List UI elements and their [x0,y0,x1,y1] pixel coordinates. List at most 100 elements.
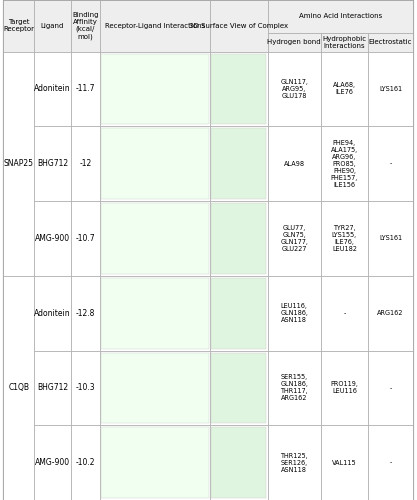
FancyBboxPatch shape [321,425,368,500]
Text: AMG-900: AMG-900 [35,458,70,467]
FancyBboxPatch shape [210,0,268,52]
FancyBboxPatch shape [368,425,413,500]
Text: LYS161: LYS161 [379,86,402,92]
FancyBboxPatch shape [210,201,268,276]
Text: 3D Surface View of Complex: 3D Surface View of Complex [189,22,289,28]
FancyBboxPatch shape [100,276,210,350]
FancyBboxPatch shape [34,201,71,276]
FancyBboxPatch shape [100,126,210,201]
FancyBboxPatch shape [101,203,209,274]
FancyBboxPatch shape [368,201,413,276]
FancyBboxPatch shape [34,52,71,126]
Text: -12: -12 [79,159,91,168]
FancyBboxPatch shape [210,350,268,425]
FancyBboxPatch shape [3,0,34,52]
Text: GLU77,
GLN75,
GLN177,
GLU227: GLU77, GLN75, GLN177, GLU227 [280,225,308,252]
Text: C1QB: C1QB [8,384,29,392]
Text: Receptor-Ligand Interactions: Receptor-Ligand Interactions [105,22,205,28]
FancyBboxPatch shape [368,276,413,350]
Text: SER155,
GLN186,
THR117,
ARG162: SER155, GLN186, THR117, ARG162 [280,374,308,402]
FancyBboxPatch shape [211,352,266,423]
FancyBboxPatch shape [101,427,209,498]
Text: ARG162: ARG162 [377,310,404,316]
FancyBboxPatch shape [368,32,413,52]
FancyBboxPatch shape [3,0,413,500]
Text: PHE94,
ALA175,
ARG96,
PRO85,
PHE90,
PHE157,
ILE156: PHE94, ALA175, ARG96, PRO85, PHE90, PHE1… [331,140,358,188]
FancyBboxPatch shape [100,201,210,276]
Text: ALA98: ALA98 [284,160,305,166]
FancyBboxPatch shape [268,276,321,350]
FancyBboxPatch shape [71,350,100,425]
Text: PRO119,
LEU116: PRO119, LEU116 [330,382,358,394]
FancyBboxPatch shape [268,425,321,500]
FancyBboxPatch shape [210,425,268,500]
Text: BHG712: BHG712 [37,159,68,168]
FancyBboxPatch shape [34,0,71,52]
FancyBboxPatch shape [101,54,209,124]
Text: AMG-900: AMG-900 [35,234,70,243]
FancyBboxPatch shape [321,201,368,276]
FancyBboxPatch shape [210,276,268,350]
Text: LYS161: LYS161 [379,236,402,242]
FancyBboxPatch shape [321,52,368,126]
Text: Hydrophobic
Interactions: Hydrophobic Interactions [322,36,367,49]
FancyBboxPatch shape [268,32,321,52]
Text: VAL115: VAL115 [332,460,357,466]
FancyBboxPatch shape [268,52,321,126]
Text: Electrostatic: Electrostatic [369,39,412,45]
FancyBboxPatch shape [210,126,268,201]
FancyBboxPatch shape [100,425,210,500]
Text: ALA68,
ILE76: ALA68, ILE76 [333,82,356,96]
FancyBboxPatch shape [34,276,71,350]
FancyBboxPatch shape [211,427,266,498]
FancyBboxPatch shape [71,126,100,201]
FancyBboxPatch shape [368,52,413,126]
Text: THR125,
SER126,
ASN118: THR125, SER126, ASN118 [280,452,308,472]
Text: -: - [389,385,392,391]
Text: Hydrogen bond: Hydrogen bond [267,39,321,45]
FancyBboxPatch shape [71,52,100,126]
FancyBboxPatch shape [211,128,266,199]
FancyBboxPatch shape [34,126,71,201]
FancyBboxPatch shape [3,52,34,276]
Text: Adonitein: Adonitein [34,84,71,94]
FancyBboxPatch shape [211,54,266,124]
Text: Ligand: Ligand [41,22,64,28]
Text: SNAP25: SNAP25 [4,159,34,168]
FancyBboxPatch shape [71,0,100,52]
FancyBboxPatch shape [268,201,321,276]
FancyBboxPatch shape [101,278,209,348]
Text: LEU116,
GLN186,
ASN118: LEU116, GLN186, ASN118 [280,303,308,323]
FancyBboxPatch shape [100,350,210,425]
Text: -: - [389,460,392,466]
FancyBboxPatch shape [268,0,413,32]
FancyBboxPatch shape [3,276,34,500]
FancyBboxPatch shape [211,203,266,274]
Text: BHG712: BHG712 [37,384,68,392]
FancyBboxPatch shape [321,350,368,425]
FancyBboxPatch shape [268,350,321,425]
Text: Amino Acid Interactions: Amino Acid Interactions [299,13,382,19]
FancyBboxPatch shape [368,350,413,425]
FancyBboxPatch shape [210,52,268,126]
Text: -: - [343,310,346,316]
FancyBboxPatch shape [101,128,209,199]
FancyBboxPatch shape [101,352,209,423]
FancyBboxPatch shape [34,350,71,425]
Text: -12.8: -12.8 [75,308,95,318]
FancyBboxPatch shape [321,32,368,52]
Text: -10.2: -10.2 [75,458,95,467]
FancyBboxPatch shape [321,126,368,201]
FancyBboxPatch shape [321,276,368,350]
FancyBboxPatch shape [71,201,100,276]
FancyBboxPatch shape [100,0,210,52]
FancyBboxPatch shape [71,425,100,500]
FancyBboxPatch shape [268,126,321,201]
Text: Binding
Affinity
(kcal/
mol): Binding Affinity (kcal/ mol) [72,12,98,40]
Text: GLN117,
ARG95,
GLU178: GLN117, ARG95, GLU178 [280,79,308,99]
Text: -10.3: -10.3 [75,384,95,392]
FancyBboxPatch shape [100,52,210,126]
Text: -: - [389,160,392,166]
FancyBboxPatch shape [71,276,100,350]
Text: TYR27,
LYS155,
ILE76,
LEU182: TYR27, LYS155, ILE76, LEU182 [332,225,357,252]
